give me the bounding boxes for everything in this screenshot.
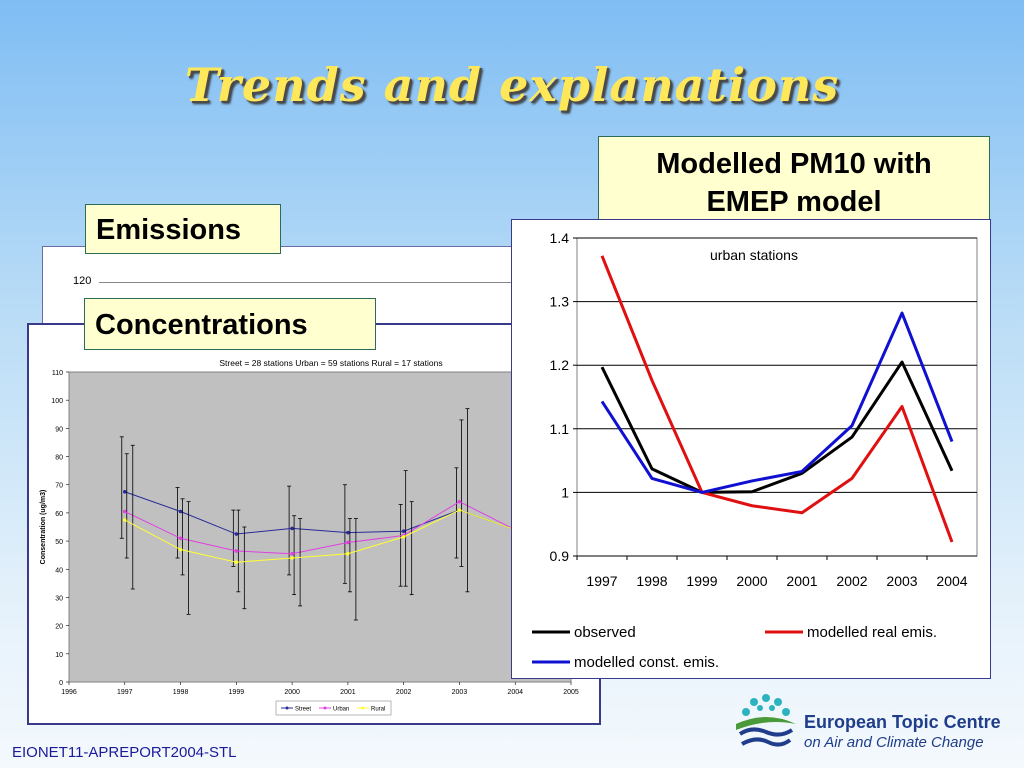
- legend-label: modelled real emis.: [807, 624, 937, 641]
- concentrations-label: Concentrations: [84, 298, 376, 350]
- data-point-rural: [122, 518, 127, 522]
- data-point-urban: [234, 549, 239, 553]
- emissions-label: Emissions: [85, 204, 281, 254]
- x-tick-label: 2005: [563, 689, 579, 696]
- x-tick-label: 2002: [396, 689, 412, 696]
- series-line-modelled-real-emis-: [600, 255, 954, 543]
- data-point-street: [122, 489, 127, 494]
- x-tick-label: 2002: [836, 573, 867, 589]
- x-tick-label: 2003: [452, 689, 468, 696]
- x-tick-label: 2004: [507, 689, 523, 696]
- data-point-street: [401, 529, 406, 534]
- y-tick-label: 50: [55, 539, 63, 546]
- data-point-urban: [178, 536, 183, 541]
- x-tick-label: 2000: [736, 573, 767, 589]
- legend-marker: [323, 706, 327, 710]
- series-line-street: [124, 491, 516, 535]
- slide-title: Trends and explanations: [184, 58, 840, 112]
- y-tick-label: 1.2: [550, 357, 570, 373]
- data-point-rural: [346, 551, 350, 556]
- data-point-urban: [346, 540, 350, 545]
- y-tick-label: 80: [55, 455, 63, 462]
- y-tick-label: 70: [55, 483, 63, 490]
- y-tick-label: 30: [55, 595, 63, 602]
- data-point-rural: [234, 560, 239, 565]
- footer-text: EIONET11-APREPORT2004-STL: [12, 744, 237, 761]
- emissions-y-tick: 120: [73, 275, 92, 287]
- data-point-rural: [401, 535, 406, 539]
- x-tick-label: 1997: [586, 573, 617, 589]
- x-tick-label: 2000: [284, 689, 300, 696]
- x-tick-label: 1996: [61, 689, 77, 696]
- data-point-street: [346, 530, 350, 535]
- y-tick-label: 60: [55, 511, 63, 518]
- chart-subtitle: Street = 28 stations Urban = 59 stations…: [219, 358, 442, 368]
- concentrations-chart: Street = 28 stations Urban = 59 stations…: [40, 358, 579, 716]
- series-line-rural: [124, 509, 516, 563]
- logo-line1: European Topic Centre: [804, 712, 1001, 732]
- data-point-urban: [122, 509, 127, 514]
- legend-label: Urban: [333, 707, 349, 713]
- modelled-label: Modelled PM10 with EMEP model: [598, 136, 990, 228]
- data-point-street: [178, 509, 183, 514]
- chart-title: urban stations: [710, 247, 798, 263]
- chart-legend: Street Urban Rural: [275, 700, 392, 716]
- x-tick-label: 2004: [936, 573, 967, 589]
- x-tick-label: 1999: [686, 573, 717, 589]
- series-line-modelled-const-emis-: [600, 311, 954, 494]
- y-tick-label: 1.3: [550, 294, 570, 310]
- y-tick-label: 0: [59, 680, 63, 687]
- y-tick-label: 1.4: [550, 230, 570, 246]
- data-point-rural: [290, 556, 294, 560]
- legend-marker: [361, 706, 365, 710]
- x-tick-label: 1999: [229, 689, 245, 696]
- y-tick-label: 100: [51, 398, 63, 405]
- x-tick-label: 1998: [173, 689, 189, 696]
- series-line-urban: [124, 501, 516, 555]
- y-tick-label: 10: [55, 652, 63, 659]
- legend-label: observed: [574, 624, 636, 641]
- y-tick-label: 1.1: [550, 421, 570, 437]
- x-tick-label: 2001: [786, 573, 817, 589]
- sun-swirl-icon: [736, 694, 796, 747]
- modelled-chart: 0.9 1 1.1 1.2 1.3 1.4 1997 1998 1999 2000 2001 2002…: [532, 230, 978, 671]
- data-point-street: [234, 532, 239, 536]
- data-point-rural: [457, 508, 462, 512]
- plot-area: [68, 371, 572, 683]
- x-tick-label: 1997: [117, 689, 133, 696]
- series-line-observed: [600, 360, 954, 494]
- eea-logo: European Topic Centre on Air and Climate…: [732, 690, 1012, 758]
- y-tick-label: 40: [55, 567, 63, 574]
- concentrations-chart-panel: Street = 28 stations Urban = 59 stations…: [27, 323, 601, 725]
- x-tick-label: 2003: [886, 573, 917, 589]
- y-tick-label: 110: [52, 370, 63, 377]
- legend-label: Street: [295, 707, 311, 713]
- plot-area: [576, 237, 978, 557]
- chart-legend: observed modelled real emis. modelled cons…: [532, 624, 937, 671]
- x-tick-label: 1998: [636, 573, 667, 589]
- data-point-street: [290, 526, 294, 531]
- modelled-chart-panel: 0.9 1 1.1 1.2 1.3 1.4 1997 1998 1999 2000 2001 2002…: [511, 219, 991, 679]
- y-tick-label: 0.9: [550, 548, 570, 564]
- y-axis-label: Consentration (ug/m3): [40, 490, 47, 565]
- data-point-urban: [457, 499, 462, 504]
- legend-box: [275, 700, 392, 716]
- data-point-rural: [178, 547, 183, 552]
- y-tick-label: 20: [55, 624, 63, 631]
- data-point-urban: [290, 551, 294, 556]
- legend-label: Rural: [371, 707, 385, 713]
- x-tick-label: 2001: [340, 689, 356, 696]
- legend-marker: [285, 706, 289, 710]
- y-tick-label: 90: [55, 426, 63, 433]
- emissions-gridline: [99, 282, 539, 283]
- legend-label: modelled const. emis.: [574, 654, 719, 671]
- y-tick-label: 1: [561, 484, 569, 500]
- logo-line2: on Air and Climate Change: [804, 734, 984, 751]
